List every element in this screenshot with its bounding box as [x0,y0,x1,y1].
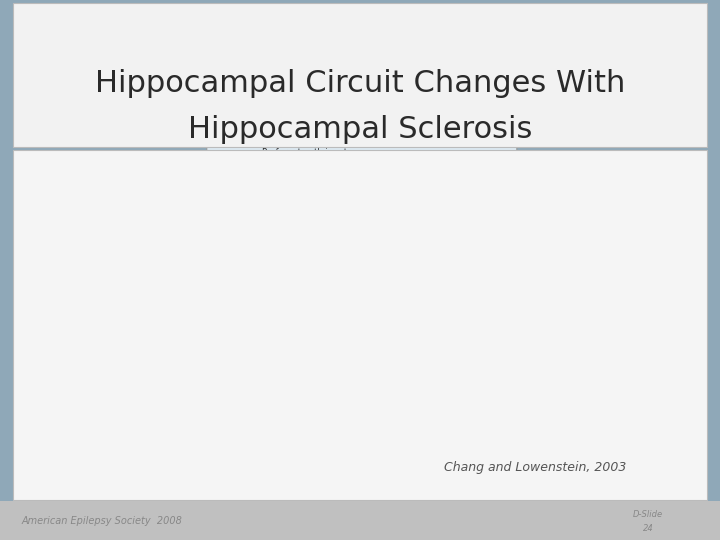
Text: interneuron: interneuron [441,170,489,179]
Circle shape [439,266,454,280]
Text: interneuron: interneuron [213,248,267,258]
Text: −: − [420,228,426,237]
Text: Selectively: Selectively [222,361,272,370]
Ellipse shape [359,289,384,320]
Text: D-Slide: D-Slide [633,510,663,518]
Text: Inhibitory: Inhibitory [441,156,480,165]
Text: Mossy fibers to CA3: Mossy fibers to CA3 [377,430,461,439]
Text: +: + [444,269,449,278]
Text: −: − [308,231,315,240]
Ellipse shape [358,258,384,289]
Circle shape [415,193,428,206]
Text: Inhibitory: Inhibitory [213,234,257,244]
Circle shape [305,229,318,242]
Circle shape [379,260,392,274]
Text: +: + [365,256,372,265]
Text: American Epilepsy Society  2008: American Epilepsy Society 2008 [22,516,182,525]
Text: Excitatory: Excitatory [213,305,258,314]
Text: interneuron: interneuron [213,319,267,328]
Circle shape [364,193,378,206]
Text: Perforant path input: Perforant path input [261,148,347,157]
Text: +: + [317,286,323,295]
Text: Chang and Lowenstein, 2003: Chang and Lowenstein, 2003 [444,461,626,474]
Ellipse shape [292,315,319,345]
Bar [285,309,325,350]
Text: Sprouting: Sprouting [448,298,473,330]
Circle shape [416,226,430,239]
Text: +: + [368,195,374,204]
FancyBboxPatch shape [207,134,517,444]
Text: vulnerable: vulnerable [222,375,271,384]
Text: Neurogenesis: Neurogenesis [274,417,329,427]
Ellipse shape [300,323,311,336]
Text: Sprouting: Sprouting [348,246,354,281]
Ellipse shape [408,258,435,289]
Circle shape [361,254,375,268]
Text: +: + [428,192,434,201]
Text: Hippocampal Circuit Changes With: Hippocampal Circuit Changes With [95,69,625,98]
Text: +: + [418,195,424,204]
Text: +: + [310,195,316,204]
Text: Hippocampal Sclerosis: Hippocampal Sclerosis [188,115,532,144]
Circle shape [424,190,438,204]
Ellipse shape [276,240,307,281]
Ellipse shape [245,382,278,415]
Text: −: − [382,262,389,272]
Ellipse shape [436,206,463,246]
Circle shape [313,284,327,298]
Text: 24: 24 [643,524,653,532]
Circle shape [307,193,320,206]
Ellipse shape [300,258,327,289]
Ellipse shape [255,392,269,406]
